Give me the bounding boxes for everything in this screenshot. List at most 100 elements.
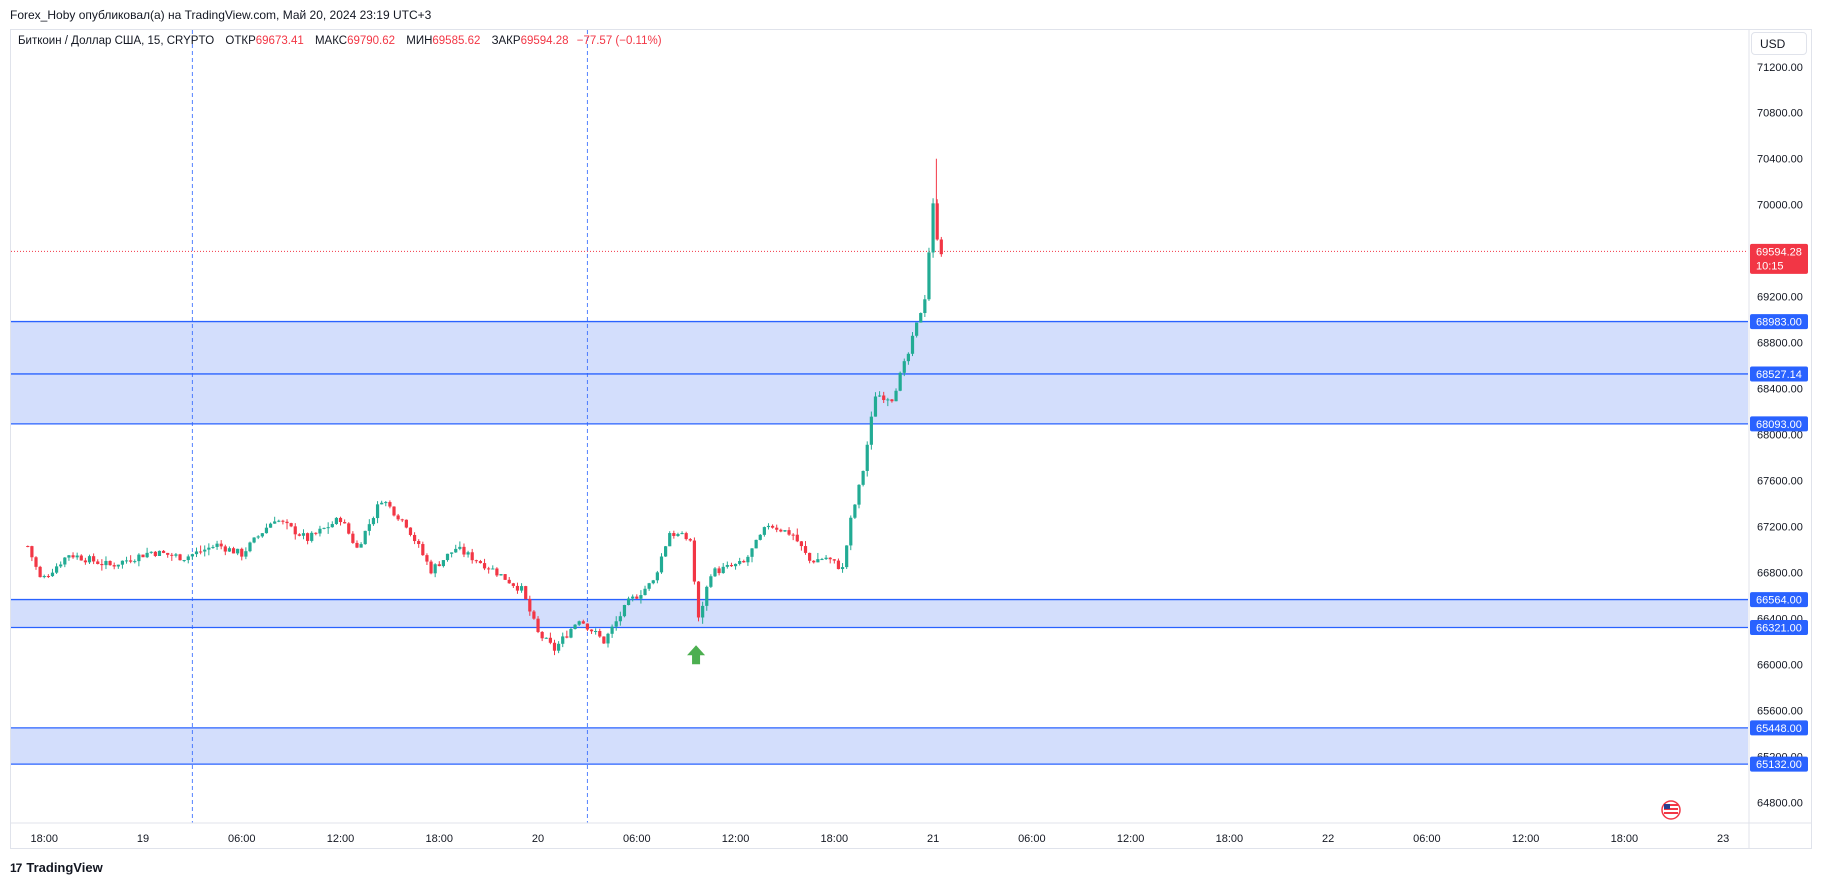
candle[interactable] [450, 552, 454, 558]
candle[interactable] [289, 522, 293, 528]
candle[interactable] [338, 516, 343, 526]
candle[interactable] [816, 552, 820, 563]
candle[interactable] [79, 554, 83, 561]
candle[interactable] [511, 582, 515, 588]
candle[interactable] [919, 312, 923, 323]
candle[interactable] [190, 553, 194, 560]
candle[interactable] [421, 541, 425, 556]
candle[interactable] [770, 524, 775, 529]
candle[interactable] [429, 559, 433, 575]
candle[interactable] [417, 539, 421, 548]
candle[interactable] [301, 529, 306, 540]
candle[interactable] [738, 557, 742, 566]
candle[interactable] [602, 636, 606, 644]
candle[interactable] [297, 533, 301, 537]
candle[interactable] [161, 549, 166, 554]
candle[interactable] [433, 563, 437, 578]
candle[interactable] [684, 531, 688, 541]
candle[interactable] [34, 556, 38, 570]
candle[interactable] [519, 583, 524, 593]
candle[interactable] [750, 548, 754, 563]
candle[interactable] [116, 564, 120, 569]
candle[interactable] [598, 628, 602, 638]
candle[interactable] [100, 559, 104, 571]
candle[interactable] [310, 531, 314, 543]
candle[interactable] [890, 398, 894, 403]
candle[interactable] [824, 555, 828, 561]
candle[interactable] [869, 411, 873, 450]
candle[interactable] [256, 535, 260, 540]
candle[interactable] [803, 541, 808, 555]
candle[interactable] [466, 550, 470, 558]
candle[interactable] [42, 574, 46, 579]
candle[interactable] [873, 392, 878, 417]
candle[interactable] [779, 528, 783, 533]
candle[interactable] [268, 522, 273, 528]
candle[interactable] [499, 574, 503, 576]
candle[interactable] [441, 560, 445, 568]
candle[interactable] [606, 632, 610, 648]
level-price-tag[interactable] [1750, 720, 1808, 736]
candle[interactable] [293, 523, 297, 540]
candle[interactable] [894, 388, 898, 402]
candle[interactable] [799, 541, 803, 551]
candle[interactable] [145, 547, 149, 559]
candle[interactable] [791, 533, 795, 541]
candle[interactable] [67, 554, 71, 561]
candle[interactable] [306, 532, 310, 545]
candle[interactable] [46, 574, 50, 579]
candle[interactable] [701, 601, 705, 624]
candle[interactable] [733, 563, 738, 570]
candle[interactable] [367, 519, 371, 536]
candle[interactable] [565, 630, 569, 639]
candle[interactable] [721, 562, 725, 574]
candle[interactable] [754, 539, 758, 549]
candle[interactable] [281, 519, 285, 525]
candle[interactable] [384, 500, 388, 507]
candle[interactable] [548, 632, 552, 645]
candle[interactable] [594, 628, 598, 635]
candle[interactable] [762, 526, 766, 537]
candle[interactable] [96, 559, 100, 565]
candle[interactable] [672, 530, 676, 539]
candle[interactable] [248, 541, 252, 553]
candle[interactable] [503, 573, 507, 581]
candle[interactable] [631, 594, 635, 602]
candle[interactable] [129, 555, 133, 564]
currency-button[interactable]: USD [1751, 32, 1807, 55]
candle[interactable] [478, 559, 483, 564]
candle[interactable] [363, 530, 367, 545]
candle[interactable] [194, 547, 199, 558]
candle[interactable] [840, 563, 845, 573]
candle[interactable] [149, 551, 153, 554]
candle[interactable] [252, 537, 256, 544]
candle[interactable] [923, 294, 927, 318]
candle[interactable] [910, 332, 915, 357]
candle[interactable] [906, 352, 910, 365]
candle[interactable] [186, 554, 190, 564]
current-price-tag[interactable] [1750, 243, 1808, 274]
us-flag-icon[interactable] [1661, 800, 1681, 820]
candle[interactable] [935, 199, 939, 241]
candle[interactable] [343, 519, 347, 524]
candle[interactable] [561, 632, 565, 648]
candle[interactable] [355, 540, 359, 549]
chart-frame[interactable] [10, 29, 1812, 849]
candle[interactable] [137, 553, 141, 567]
candle[interactable] [104, 556, 108, 570]
candle[interactable] [396, 513, 400, 521]
candle[interactable] [240, 547, 244, 561]
candle[interactable] [223, 544, 227, 556]
candle[interactable] [112, 562, 116, 570]
candle[interactable] [927, 247, 931, 301]
candle[interactable] [227, 546, 232, 552]
candle[interactable] [696, 581, 701, 622]
candle[interactable] [170, 552, 174, 561]
level-price-tag[interactable] [1750, 314, 1808, 330]
candle[interactable] [507, 577, 511, 584]
candle[interactable] [388, 500, 392, 509]
candle[interactable] [725, 561, 729, 569]
level-price-tag[interactable] [1750, 416, 1808, 432]
candle[interactable] [264, 523, 269, 534]
candle[interactable] [219, 540, 223, 550]
